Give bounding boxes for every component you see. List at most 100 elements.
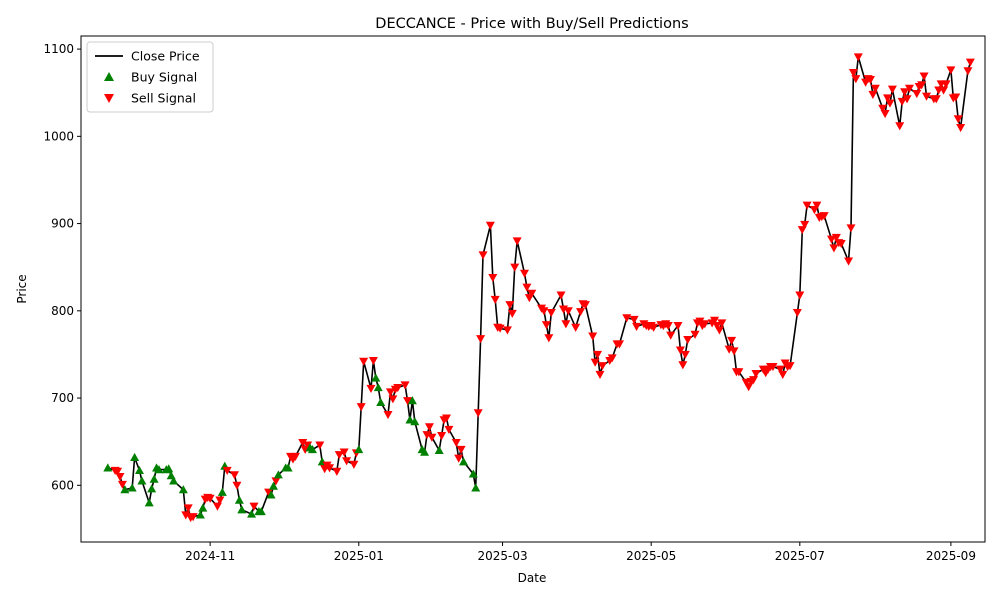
sell-signal-marker — [519, 269, 529, 278]
buy-signal-marker — [149, 474, 159, 483]
buy-signal-marker — [410, 417, 420, 426]
sell-signal-marker — [785, 362, 795, 371]
sell-signal-marker — [544, 334, 554, 343]
sell-signal-marker — [232, 481, 242, 490]
sell-signal-marker — [734, 368, 744, 377]
sell-signal-marker — [939, 86, 949, 95]
sell-signal-marker — [622, 314, 632, 323]
sell-signal-marker — [649, 323, 659, 332]
chart-title: DECCANCE - Price with Buy/Sell Predictio… — [375, 16, 688, 32]
sell-signal-marker — [895, 122, 905, 131]
sell-signal-marker — [334, 451, 344, 460]
sell-signal-marker — [956, 124, 966, 133]
legend-sell-swatch — [104, 94, 114, 103]
sell-signal-marker — [427, 433, 437, 442]
buy-signal-marker — [237, 505, 247, 514]
sell-signal-marker — [678, 361, 688, 370]
sell-signal-marker — [264, 488, 274, 497]
sell-signal-marker — [403, 397, 413, 406]
buy-signal-marker — [434, 445, 444, 454]
sell-signal-marker — [900, 88, 910, 97]
sell-signal-marker — [853, 53, 863, 62]
sell-signal-marker — [870, 84, 880, 93]
sell-signal-marker — [527, 289, 537, 298]
buy-signal-marker — [154, 465, 164, 474]
sell-signal-marker — [290, 452, 300, 462]
x-tick-label: 2024-11 — [185, 549, 235, 563]
buy-signal-marker — [217, 487, 227, 496]
buy-signal-marker — [234, 495, 244, 504]
sell-signal-marker — [510, 263, 520, 272]
y-tick-label: 800 — [51, 304, 74, 318]
sell-signal-marker — [941, 80, 951, 89]
sell-signal-marker — [963, 67, 973, 76]
sell-signal-marker — [663, 322, 673, 331]
sell-signal-marker — [580, 301, 590, 310]
sell-signal-marker — [897, 97, 907, 106]
buy-signal-marker — [371, 373, 381, 382]
sell-signal-marker — [359, 357, 369, 366]
sell-signal-marker — [792, 308, 802, 318]
legend: Close Price Buy Signal Sell Signal — [86, 41, 214, 113]
sell-signal-marker — [917, 81, 927, 90]
buy-signal-marker — [144, 498, 154, 507]
sell-signal-marker — [887, 85, 897, 94]
sell-signal-marker — [437, 431, 447, 441]
sell-signal-marker — [495, 324, 505, 333]
legend-sell-label: Sell Signal — [131, 91, 196, 106]
sell-signal-marker — [563, 307, 573, 316]
buy-signal-marker — [307, 445, 317, 454]
sell-signal-marker — [714, 326, 724, 335]
sell-signal-marker — [865, 76, 875, 85]
sell-signal-marker — [342, 457, 352, 466]
sell-signal-marker — [615, 340, 625, 349]
sell-signal-marker — [349, 460, 359, 469]
sell-signal-marker — [561, 320, 571, 329]
sell-signal-marker — [505, 301, 515, 310]
buy-signal-marker — [130, 452, 140, 461]
y-tick-label: 1000 — [43, 129, 74, 143]
sell-signal-marker — [339, 448, 349, 457]
sell-signal-marker — [205, 494, 215, 503]
sell-signal-marker — [700, 320, 710, 329]
sell-signal-marker — [946, 66, 956, 75]
signal-markers — [103, 53, 975, 523]
sell-signal-marker — [539, 307, 549, 316]
sell-signal-marker — [953, 115, 963, 124]
legend-buy-label: Buy Signal — [131, 70, 197, 85]
sell-signal-marker — [593, 350, 603, 359]
buy-signal-marker — [256, 506, 266, 516]
sell-signal-marker — [826, 235, 836, 244]
sell-signal-marker — [675, 346, 685, 355]
buy-signal-marker — [103, 463, 113, 472]
sell-signal-marker — [522, 283, 532, 292]
buy-signal-marker — [459, 457, 469, 466]
sell-signal-marker — [812, 201, 822, 210]
sell-signal-marker — [775, 365, 785, 374]
sell-signal-marker — [883, 94, 893, 103]
x-tick-label: 2025-03 — [477, 549, 527, 563]
sell-signal-marker — [424, 423, 434, 432]
sell-signal-marker — [749, 376, 759, 385]
sell-signal-marker — [456, 445, 466, 455]
sell-signal-marker — [454, 454, 464, 463]
sell-signal-marker — [571, 323, 581, 332]
buy-signal-marker — [283, 463, 293, 472]
sell-signal-marker — [356, 403, 366, 412]
sell-signal-marker — [476, 335, 486, 344]
sell-signal-marker — [485, 221, 495, 230]
buy-signal-marker — [354, 445, 364, 454]
sell-signal-marker — [393, 383, 403, 393]
legend-buy-swatch — [104, 72, 114, 81]
legend-close-label: Close Price — [131, 49, 200, 64]
sell-signal-marker — [831, 233, 841, 243]
buy-signal-marker — [137, 476, 147, 485]
sell-signal-marker — [115, 472, 125, 482]
sell-signal-marker — [188, 513, 198, 522]
sell-signal-marker — [768, 363, 778, 372]
sell-signal-marker — [183, 504, 193, 513]
sell-signal-marker — [368, 356, 378, 366]
sell-signal-marker — [904, 84, 914, 93]
sell-signal-marker — [249, 502, 259, 511]
